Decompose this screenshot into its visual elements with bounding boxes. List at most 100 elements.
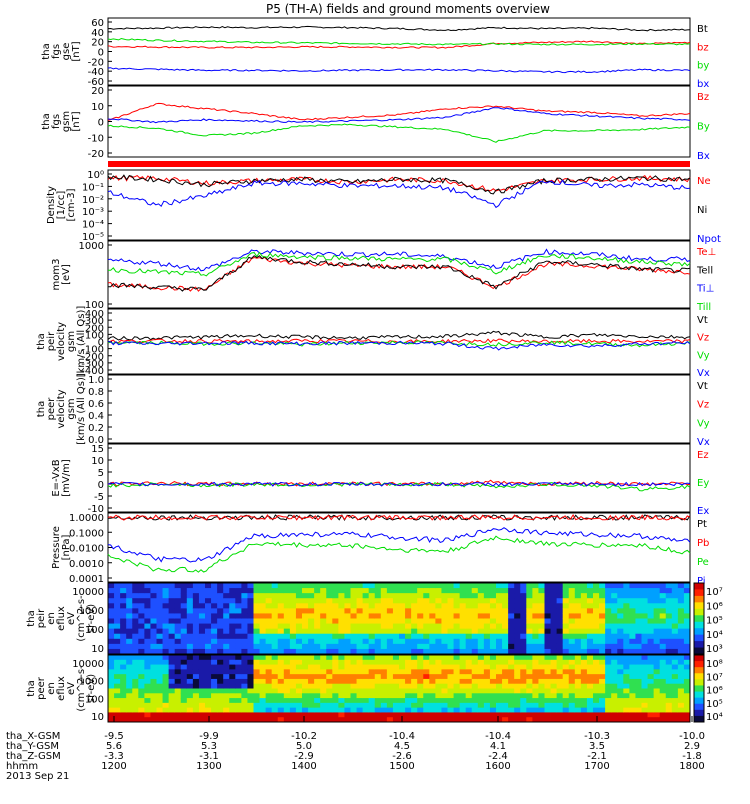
heatmap-cell <box>368 588 376 594</box>
heatmap-cell <box>435 608 442 614</box>
heatmap-cell <box>168 588 176 594</box>
y-tick-label: 0.4 <box>88 411 104 422</box>
heatmap-cell <box>386 638 394 645</box>
heatmap-cell <box>350 678 357 685</box>
y-tick-label: -400 <box>81 366 104 377</box>
heatmap-cell <box>538 623 545 630</box>
heatmap-cell <box>593 588 600 594</box>
heatmap-cell <box>641 603 648 609</box>
y-axis-label-line: [nT] <box>71 111 82 131</box>
heatmap-cell <box>180 643 188 650</box>
heatmap-cell <box>362 608 370 614</box>
heatmap-cell <box>138 664 145 670</box>
heatmap-cell <box>447 618 454 624</box>
heatmap-cell <box>502 664 509 670</box>
heatmap-cell <box>423 664 430 670</box>
heatmap-cell <box>205 583 212 589</box>
y-axis-label-line: velocity <box>56 322 67 361</box>
heatmap-cell <box>574 643 582 650</box>
heatmap-cell <box>453 707 461 713</box>
heatmap-cell <box>277 693 285 699</box>
heatmap-cell <box>635 683 642 689</box>
heatmap-cell <box>508 717 515 723</box>
heatmap-cell <box>538 633 545 640</box>
heatmap-cell <box>538 669 545 675</box>
heatmap-cell <box>574 712 582 718</box>
heatmap-cell <box>320 623 327 630</box>
heatmap-cell <box>647 655 655 661</box>
heatmap-cell <box>356 633 364 640</box>
series-line-Bx <box>107 107 691 124</box>
heatmap-cell <box>362 638 370 645</box>
heatmap-cell <box>283 688 291 694</box>
heatmap-cell <box>653 588 661 594</box>
heatmap-cell <box>192 683 200 689</box>
y-axis-label-line: [nT] <box>71 41 82 61</box>
heatmap-cell <box>144 633 151 640</box>
heatmap-cell <box>283 603 291 609</box>
heatmap-cell <box>435 707 442 713</box>
heatmap-cell <box>568 603 576 609</box>
heatmap-cell <box>386 588 394 594</box>
y-axis-label: E=-VxB [mV/m] <box>51 459 72 497</box>
heatmap-cell <box>580 588 588 594</box>
y-axis-label: tha peer en eflux eV (cm^2-s-sr-eV) <box>26 665 97 712</box>
y-tick-label: 100 <box>85 330 104 341</box>
heatmap-cell <box>108 664 115 670</box>
heatmap-cell <box>556 633 564 640</box>
heatmap-cell <box>114 638 121 645</box>
heatmap-cell <box>617 674 624 680</box>
axis-row-value: -2.9 <box>294 751 314 762</box>
heatmap-cell <box>496 623 503 630</box>
heatmap-cell <box>677 593 685 599</box>
heatmap-cell <box>635 678 642 685</box>
heatmap-cell <box>332 698 339 704</box>
heatmap-cell <box>162 698 170 704</box>
heatmap-cell <box>453 643 461 650</box>
heatmap-cell <box>326 717 333 723</box>
heatmap-cell <box>344 623 351 630</box>
heatmap-cell <box>532 638 539 645</box>
heatmap-cell <box>538 613 545 619</box>
heatmap-cell <box>496 638 503 645</box>
heatmap-cell <box>435 669 442 675</box>
heatmap-cell <box>489 613 497 619</box>
heatmap-cell <box>514 702 521 709</box>
heatmap-cell <box>326 623 333 630</box>
heatmap-cell <box>465 648 473 655</box>
heatmap-cell <box>496 593 503 599</box>
legend-Pb: Pb <box>697 538 709 549</box>
heatmap-cell <box>483 648 491 655</box>
heatmap-cell <box>483 613 491 619</box>
heatmap-cell <box>211 623 218 630</box>
heatmap-cell <box>399 598 406 604</box>
heatmap-cell <box>174 688 182 694</box>
heatmap-cell <box>532 603 539 609</box>
heatmap-cell <box>611 588 618 594</box>
heatmap-cell <box>671 598 679 604</box>
heatmap-cell <box>368 623 376 630</box>
heatmap-cell <box>223 693 230 699</box>
heatmap-cell <box>205 712 212 718</box>
heatmap-cell <box>544 593 551 599</box>
heatmap-cell <box>586 588 594 594</box>
heatmap-cell <box>198 613 206 619</box>
heatmap-cell <box>211 683 218 689</box>
heatmap-cell <box>659 698 667 704</box>
heatmap-cell <box>562 608 570 614</box>
heatmap-cell <box>647 643 655 650</box>
heatmap-cell <box>326 702 333 709</box>
heatmap-cell <box>120 702 127 709</box>
heatmap-cell <box>550 712 558 718</box>
heatmap-cell <box>126 712 133 718</box>
heatmap-cell <box>302 603 309 609</box>
heatmap-cell <box>423 583 430 589</box>
heatmap-cell <box>302 683 309 689</box>
heatmap-cell <box>156 717 163 723</box>
heatmap-cell <box>623 633 630 640</box>
heatmap-cell <box>308 633 315 640</box>
heatmap-cell <box>586 603 594 609</box>
heatmap-cell <box>411 683 418 689</box>
heatmap-cell <box>526 608 533 614</box>
heatmap-cell <box>447 583 454 589</box>
